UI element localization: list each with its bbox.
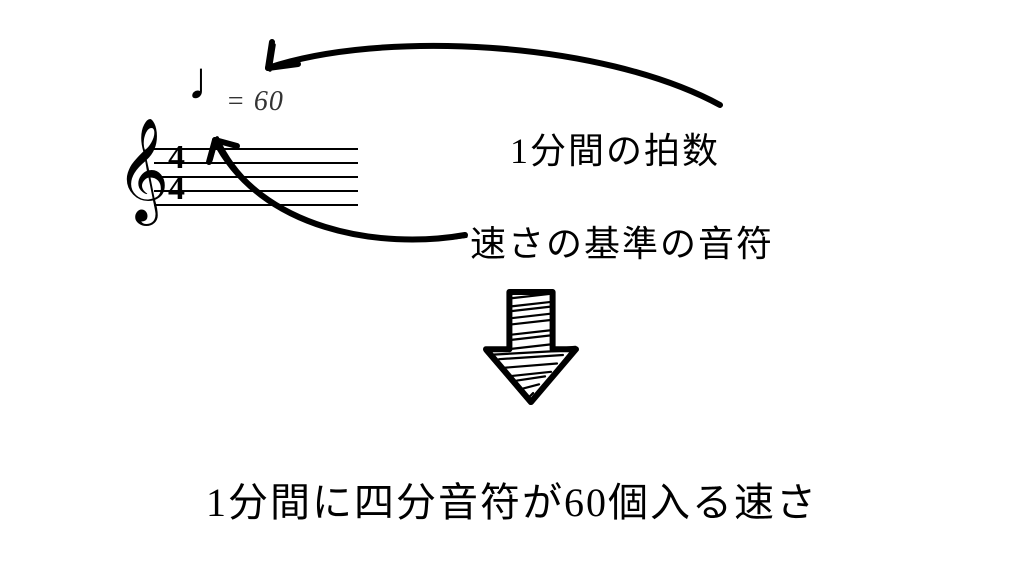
diagram-canvas: ♩ = 60 𝄞 4 4 1分間の拍数 速さの基準の音符 1分間に四分音符が60… (0, 0, 1024, 576)
arrow-to-tempo-value (268, 42, 720, 105)
reference-note-label: 速さの基準の音符 (470, 215, 774, 267)
conclusion-text: 1分間に四分音符が60個入る速さ (0, 470, 1024, 528)
down-arrow-icon (476, 282, 586, 412)
beats-per-minute-label: 1分間の拍数 (510, 122, 720, 174)
arrow-to-quarter-note (209, 138, 466, 240)
